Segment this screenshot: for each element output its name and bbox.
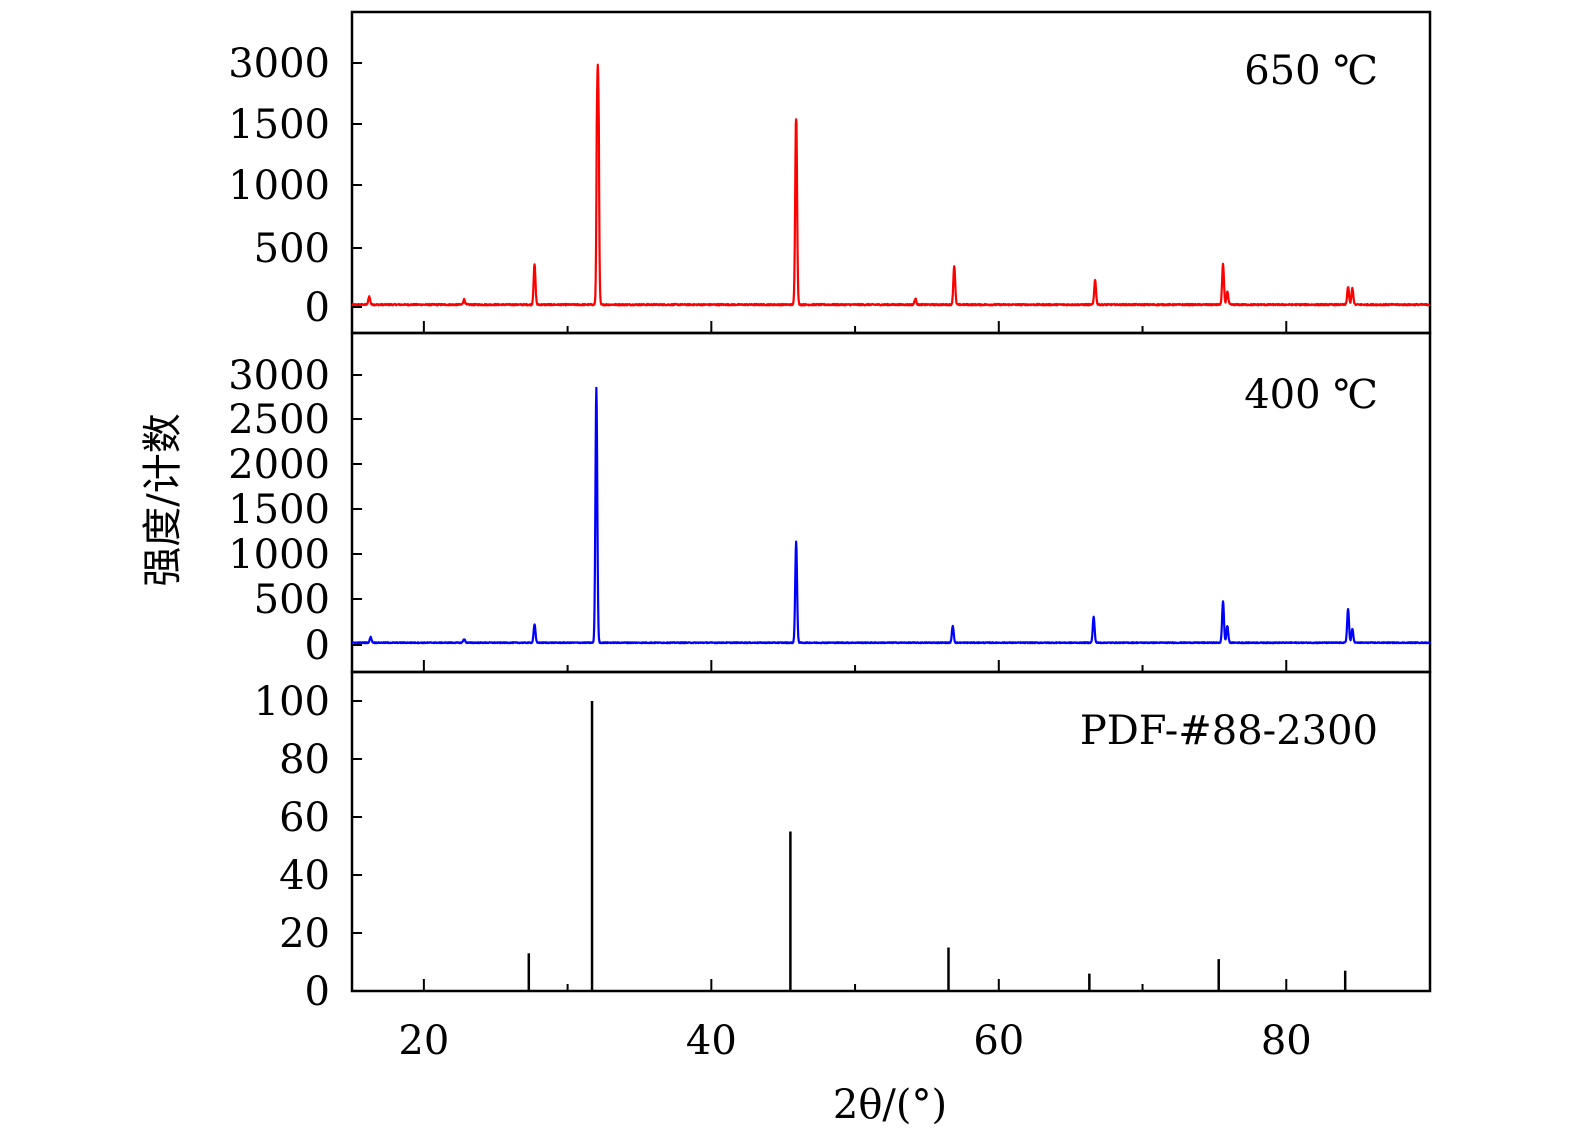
y-tick-label-2-2: 40 — [279, 853, 330, 899]
y-tick-label-2-0: 0 — [305, 969, 330, 1015]
y-tick-label-2-3: 60 — [279, 795, 330, 841]
y-tick-label-1-5: 2500 — [228, 397, 330, 443]
trace-1 — [351, 386, 1432, 645]
x-tick-label-3: 80 — [1261, 1018, 1312, 1064]
y-tick-label-1-3: 1500 — [228, 487, 330, 533]
y-tick-label-2-1: 20 — [279, 911, 330, 957]
y-tick-label-1-6: 3000 — [228, 353, 330, 399]
x-tick-label-1: 40 — [686, 1018, 737, 1064]
y-tick-label-1-4: 2000 — [228, 442, 330, 488]
panel-label-pdf: PDF-#88-2300 — [1080, 708, 1378, 754]
y-tick-label-2-4: 80 — [279, 737, 330, 783]
data-traces — [351, 63, 1432, 991]
y-tick-label-0-4: 3000 — [228, 41, 330, 87]
axis-ticks: 0500100015003000050010001500200025003000… — [228, 41, 1312, 1064]
y-tick-label-0-0: 0 — [305, 285, 330, 331]
y-axis-title: 强度/计数 — [140, 413, 186, 586]
y-tick-label-1-2: 1000 — [228, 532, 330, 578]
y-tick-label-2-5: 100 — [254, 679, 330, 725]
x-axis-title: 2θ/(°) — [833, 1082, 947, 1128]
y-tick-label-0-1: 500 — [254, 226, 330, 272]
y-tick-label-0-3: 1500 — [228, 102, 330, 148]
y-tick-label-1-1: 500 — [254, 577, 330, 623]
x-tick-label-0: 20 — [398, 1018, 449, 1064]
trace-0 — [351, 63, 1431, 307]
panel-frame-2 — [350, 670, 1432, 993]
x-tick-label-2: 60 — [973, 1018, 1024, 1064]
panel-label-400: 400 ℃ — [1244, 372, 1378, 418]
panel-frames — [350, 10, 1432, 993]
y-tick-label-0-2: 1000 — [228, 163, 330, 209]
panel-label-650: 650 ℃ — [1244, 48, 1378, 94]
y-tick-label-1-0: 0 — [305, 623, 330, 669]
